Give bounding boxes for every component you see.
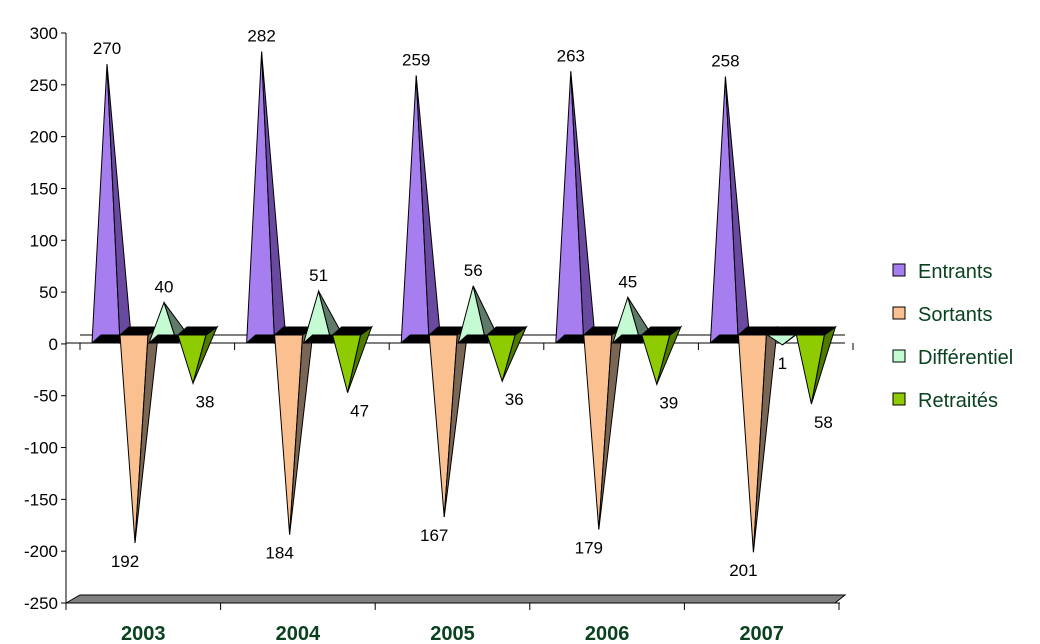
cone-base-retraités-2006 — [640, 326, 683, 336]
data-label: 167 — [420, 526, 448, 545]
data-label: 270 — [93, 39, 121, 58]
legend-label-entrants: Entrants — [918, 261, 992, 283]
y-tick-label: 300 — [30, 24, 58, 43]
legend-swatch-retraités — [892, 392, 906, 406]
legend-swatch-sortants — [892, 306, 906, 320]
legend-label-retraités: Retraités — [918, 390, 998, 412]
category-label: 2007 — [739, 623, 784, 644]
data-label: 192 — [111, 552, 139, 571]
y-tick-label: -200 — [24, 542, 58, 561]
floor-slab — [64, 594, 847, 604]
data-label: 56 — [464, 261, 483, 280]
y-tick-label: -150 — [24, 490, 58, 509]
data-label: 39 — [659, 393, 678, 412]
data-label: 263 — [557, 46, 585, 65]
legend-swatch-entrants — [892, 263, 906, 277]
data-label: 184 — [265, 544, 293, 563]
data-label: 58 — [814, 413, 833, 432]
data-label: 201 — [729, 561, 757, 580]
data-label: 258 — [711, 52, 739, 71]
legend-label-sortants: Sortants — [918, 304, 992, 326]
data-label: 40 — [155, 277, 174, 296]
data-label: 47 — [350, 402, 369, 421]
y-tick-label: 0 — [49, 335, 58, 354]
data-label: 38 — [196, 392, 215, 411]
cone-base-retraités-2007 — [795, 326, 837, 336]
y-tick-label: 200 — [30, 128, 58, 147]
chart-axes: 300 250 200 150 100 50 0 -50 -100 -150 -200 -250 200… — [24, 24, 854, 644]
y-tick-label: -50 — [33, 387, 58, 406]
category-label: 2006 — [585, 623, 630, 644]
category-label: 2004 — [276, 623, 321, 644]
data-label: 36 — [505, 390, 524, 409]
chart-cones — [90, 51, 837, 553]
chart-legend: Entrants Sortants Différentiel Retraités — [892, 261, 1013, 412]
chart-floor — [64, 594, 847, 604]
y-tick-label: 50 — [39, 283, 58, 302]
data-label: 45 — [618, 272, 637, 291]
legend-swatch-différentiel — [892, 349, 906, 363]
category-label: 2005 — [430, 623, 475, 644]
cone-base-retraités-2005 — [485, 326, 528, 336]
data-label: 1 — [778, 354, 787, 373]
data-label: 282 — [247, 27, 275, 46]
data-label: 179 — [575, 538, 603, 557]
y-tick-label: -100 — [24, 439, 58, 458]
legend-label-différentiel: Différentiel — [918, 347, 1013, 369]
y-tick-label: -250 — [24, 594, 58, 613]
y-tick-label: 100 — [30, 231, 58, 250]
data-label: 51 — [309, 266, 328, 285]
data-label: 259 — [402, 50, 430, 69]
category-label: 2003 — [121, 623, 166, 644]
y-tick-label: 250 — [30, 76, 58, 95]
y-tick-label: 150 — [30, 179, 58, 198]
cone-base-retraités-2003 — [176, 326, 219, 336]
cone-base-retraités-2004 — [331, 326, 374, 336]
chart-data-labels: 270 282 259 263 258 192 184 167 179 201 40 51 56 45 1 3… — [93, 27, 833, 581]
